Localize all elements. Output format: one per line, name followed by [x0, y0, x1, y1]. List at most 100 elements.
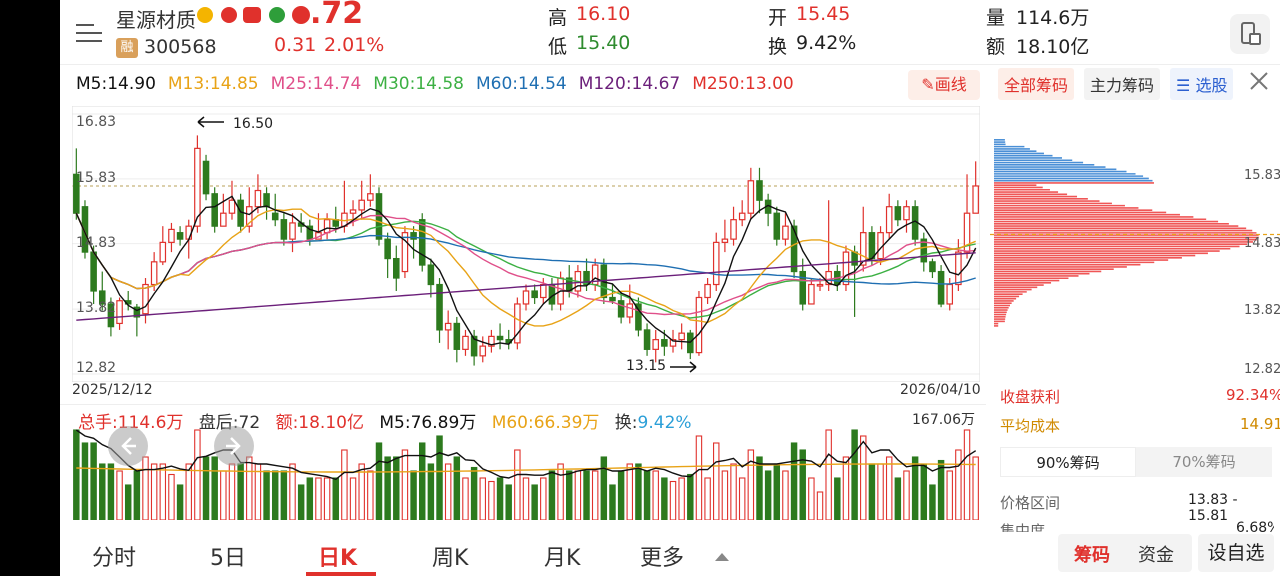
candle-body: [799, 270, 807, 305]
candle-body: [418, 219, 426, 266]
landscape-toggle-icon[interactable]: [1230, 14, 1270, 54]
tab-all-chips[interactable]: 全部筹码: [998, 68, 1075, 100]
candle-body: [669, 339, 677, 347]
candle-body: [211, 193, 218, 227]
draw-line-button[interactable]: ✎画线: [908, 70, 980, 100]
volume-m60-line: [76, 463, 976, 473]
tab-daily-k[interactable]: 日K: [318, 546, 358, 571]
volume-bar: [531, 484, 538, 520]
candle-body: [263, 193, 270, 208]
tab-intraday[interactable]: 分时: [92, 546, 137, 571]
price-change: 0.31: [274, 34, 317, 56]
candle-body: [410, 232, 417, 240]
tab-select-stock[interactable]: ☰ 选股: [1170, 68, 1234, 100]
candle-body: [661, 339, 668, 347]
total-volume: 总手:114.6万: [78, 413, 184, 433]
volume-bar: [211, 456, 218, 520]
candle-body: [349, 209, 357, 214]
volume-bar: [661, 477, 668, 520]
candle-body: [133, 306, 141, 318]
close-icon[interactable]: [1248, 70, 1270, 92]
volume-bar: [479, 477, 486, 520]
stock-code: 300568: [144, 36, 217, 58]
volume-bar: [903, 470, 910, 520]
tab-70-chips[interactable]: 70%筹码: [1136, 447, 1272, 477]
volume-bar: [591, 470, 599, 520]
candle-body: [514, 303, 521, 344]
volume-bar: [271, 470, 279, 520]
stock-price: .72: [310, 0, 364, 31]
stock-name: 星源材质: [116, 8, 196, 32]
tab-weekly-k[interactable]: 周K: [432, 546, 469, 571]
candle-body: [972, 185, 979, 214]
volume-bar: [349, 477, 357, 520]
volume-bar: [332, 477, 339, 520]
volume-chart: [73, 429, 979, 520]
candle-body: [937, 270, 945, 305]
tab-monthly-k[interactable]: 月K: [544, 546, 581, 571]
volume-bar: [946, 470, 953, 520]
candle-body: [730, 219, 737, 240]
volume-bar: [142, 456, 149, 520]
ma-label-4: M60:14.54: [476, 74, 567, 94]
candle-body: [90, 251, 97, 292]
volume-bar: [738, 477, 746, 520]
chips-toggle-label[interactable]: 筹码: [1074, 545, 1110, 566]
volume-bar: [470, 466, 478, 520]
y-tick-2: 15.83: [76, 170, 117, 186]
candle-body: [955, 251, 962, 286]
volume-bar: [851, 429, 858, 520]
volume-bar: [289, 463, 296, 520]
funds-toggle-label[interactable]: 资金: [1138, 545, 1174, 566]
chips-funds-toggle[interactable]: 筹码 资金: [1058, 534, 1192, 572]
candlestick-chart[interactable]: [72, 106, 980, 382]
volume-bar: [868, 463, 876, 520]
chip-axis-3: 13.82: [1244, 303, 1280, 318]
more-caret-icon[interactable]: [714, 548, 730, 561]
ma-line: [75, 195, 977, 346]
scroll-right-button[interactable]: [214, 426, 254, 466]
candle-body: [176, 232, 184, 240]
add-watchlist-button[interactable]: 设自选: [1198, 534, 1274, 572]
volume-bar: [496, 477, 504, 520]
candle-body: [903, 206, 910, 221]
tab-5day[interactable]: 5日: [210, 546, 246, 571]
volume-bar: [306, 477, 314, 520]
volume-bar: [643, 470, 651, 520]
volume-value: 114.6万: [1016, 7, 1090, 29]
volume-bar: [773, 463, 781, 520]
price-range-value: 13.83 - 15.81: [1188, 492, 1238, 524]
scroll-left-button[interactable]: [108, 426, 148, 466]
volume-divider: [60, 404, 986, 405]
tab-more[interactable]: 更多: [640, 546, 685, 571]
volume-bar: [81, 442, 89, 520]
volume-bar: [436, 435, 443, 520]
candle-body: [479, 345, 487, 357]
tab-main-chips[interactable]: 主力筹码: [1084, 68, 1161, 100]
volume-bar: [652, 470, 659, 520]
volume-bar: [488, 480, 495, 520]
volume-bar: [764, 470, 772, 520]
menu-icon[interactable]: [76, 22, 102, 44]
volume-m5-line: [75, 429, 977, 481]
volume-bar: [834, 477, 841, 520]
candle-body: [808, 283, 815, 305]
tab-70-label: 70%筹码: [1172, 453, 1236, 471]
low-value: 15.40: [576, 32, 631, 54]
tab-main-chips-label: 主力筹码: [1090, 76, 1155, 95]
candle-body: [885, 206, 893, 234]
volume-bar: [782, 470, 789, 520]
tab-90-chips[interactable]: 90%筹码: [1000, 447, 1136, 477]
date-end: 2026/04/10: [900, 382, 981, 398]
volume-bar: [790, 442, 798, 520]
price-change-pct: 2.01%: [324, 34, 385, 56]
draw-line-label: 画线: [934, 75, 967, 94]
candle-body: [159, 241, 167, 263]
volume-bar: [505, 484, 512, 520]
candle-body: [626, 303, 634, 318]
app-share-icons[interactable]: [195, 4, 315, 26]
candle-body: [747, 180, 755, 214]
pencil-icon: ✎: [921, 75, 935, 94]
y-tick-4: 13.82: [76, 300, 117, 316]
volume-bar: [825, 429, 832, 520]
